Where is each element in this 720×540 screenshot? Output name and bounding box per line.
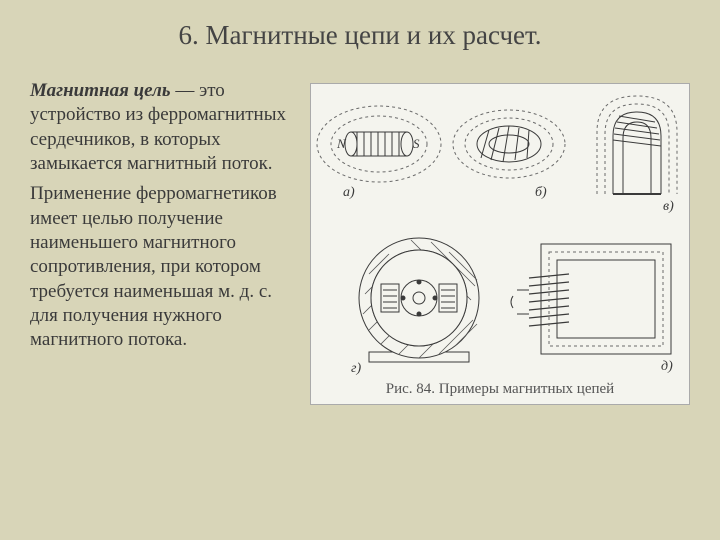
label-n: N <box>336 136 347 151</box>
sublabel-d: д) <box>661 359 673 374</box>
slide-title: 6. Магнитные цепи и их расчет. <box>30 20 690 51</box>
sublabel-v: в) <box>663 199 674 214</box>
slide: 6. Магнитные цепи и их расчет. Магнитная… <box>0 0 720 540</box>
figure-column: N S а) б) <box>310 79 690 405</box>
paragraph-1: Магнитная цель — это устройство из ферро… <box>30 79 292 176</box>
sublabel-g: г) <box>351 361 361 376</box>
figure-box: N S а) б) <box>310 83 690 405</box>
figure-caption: Рис. 84. Примеры магнитных цепей <box>311 381 689 398</box>
sublabel-b: б) <box>535 185 547 200</box>
text-column: Магнитная цель — это устройство из ферро… <box>30 79 292 405</box>
label-s: S <box>413 136 420 151</box>
magnetic-circuits-figure: N S а) б) <box>311 84 691 384</box>
content-row: Магнитная цель — это устройство из ферро… <box>30 79 690 405</box>
sublabel-a: а) <box>343 185 355 200</box>
term-magnetic-circuit: Магнитная цель <box>30 80 171 101</box>
paragraph-2: Применение ферромагнетиков имеет целью п… <box>30 182 292 352</box>
